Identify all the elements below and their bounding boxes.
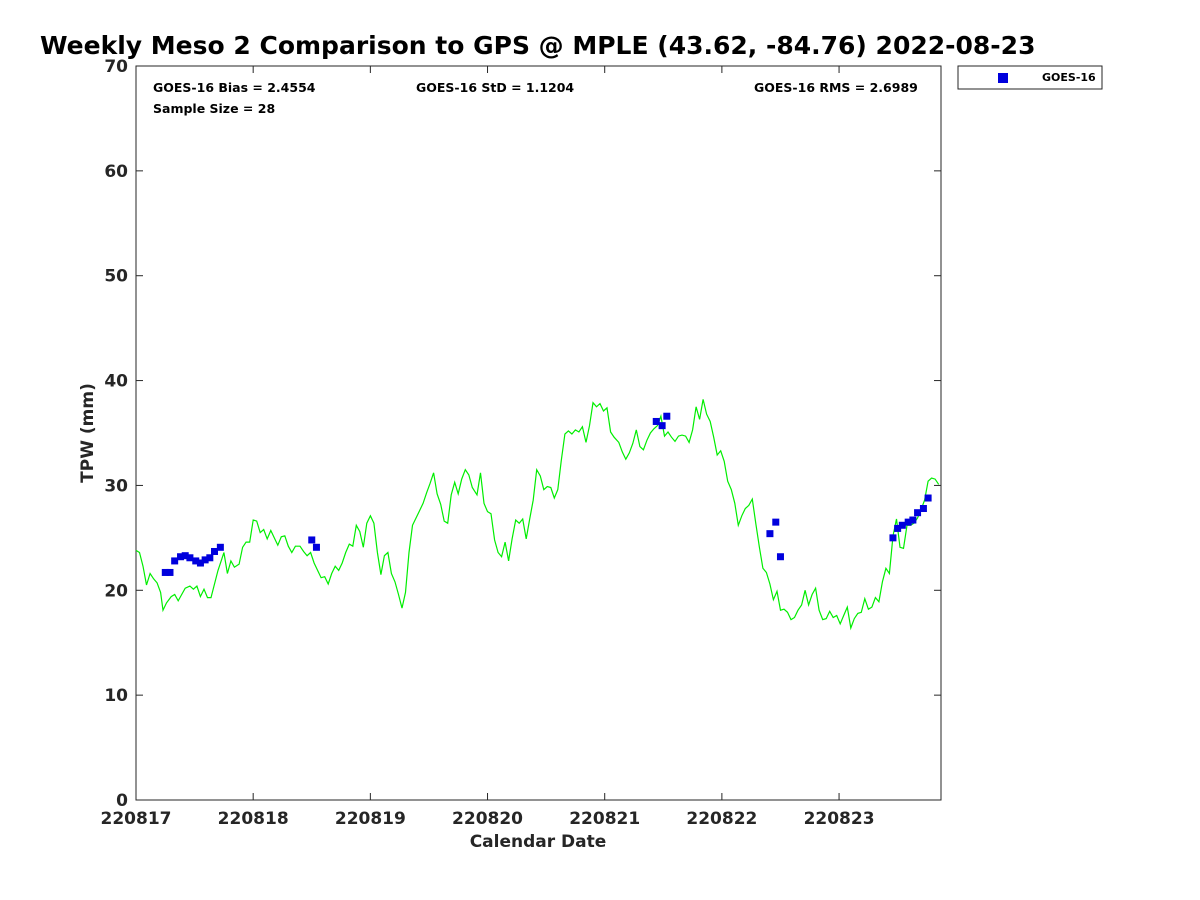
goes-16-point [663,412,671,420]
goes-16-point [894,524,902,532]
goes-16-point [898,521,906,529]
goes-16-point [196,559,204,567]
goes-16-point [776,553,784,561]
goes-16-point [192,557,200,565]
goes-16-point [652,417,660,425]
goes-16-series [161,412,932,576]
goes-16-point [914,509,922,517]
gps-series [135,399,940,631]
y-tick-label: 0 [116,791,128,811]
goes-16-point [658,422,666,430]
y-tick-label: 20 [104,581,128,601]
axis-ticks: 220817 220818 220819 220820 220821 220822 2208… [101,57,941,829]
legend-label-goes-16: GOES-16 [1042,71,1096,84]
goes-16-point [186,554,194,562]
goes-16-point [904,518,912,526]
goes-16-point [766,530,774,538]
x-tick-label: 220821 [569,809,640,829]
goes-16-point [909,516,917,524]
std-stat: GOES-16 StD = 1.1204 [416,80,574,95]
goes-16-point [201,556,209,564]
x-axis-label: Calendar Date [470,832,607,852]
goes-16-point [924,494,932,502]
goes-16-point [216,543,224,551]
plot-area [135,65,942,801]
legend: GOES-16 [957,65,1103,90]
sample-size-stat: Sample Size = 28 [153,101,275,116]
goes-16-point [161,568,169,576]
chart-title: Weekly Meso 2 Comparison to GPS @ MPLE (… [40,31,1035,60]
legend-box [957,65,1103,90]
x-tick-label: 220817 [101,809,172,829]
x-tick-label: 220818 [218,809,289,829]
y-tick-label: 30 [104,476,128,496]
x-tick-label: 220822 [686,809,757,829]
goes-16-point [312,543,320,551]
legend-marker-goes-16 [998,73,1008,83]
x-tick-label: 220819 [335,809,406,829]
goes-16-point [211,547,219,555]
goes-16-point [181,552,189,560]
y-tick-label: 60 [104,162,128,182]
goes-16-point [308,536,316,544]
goes-16-point [919,504,927,512]
goes-16-point [772,518,780,526]
goes-16-point [206,554,214,562]
goes-16-point [166,568,174,576]
x-tick-label: 220820 [452,809,523,829]
y-tick-label: 70 [104,57,128,77]
goes-16-point [171,557,179,565]
y-tick-label: 50 [104,267,128,287]
y-tick-label: 40 [104,372,128,392]
y-tick-label: 10 [104,686,128,706]
gps-line [135,399,940,631]
goes-16-point [177,553,185,561]
goes-16-point [889,534,897,542]
bias-stat: GOES-16 Bias = 2.4554 [153,80,316,95]
y-axis-label: TPW (mm) [78,383,98,483]
rms-stat: GOES-16 RMS = 2.6989 [754,80,918,95]
x-tick-label: 220823 [804,809,875,829]
